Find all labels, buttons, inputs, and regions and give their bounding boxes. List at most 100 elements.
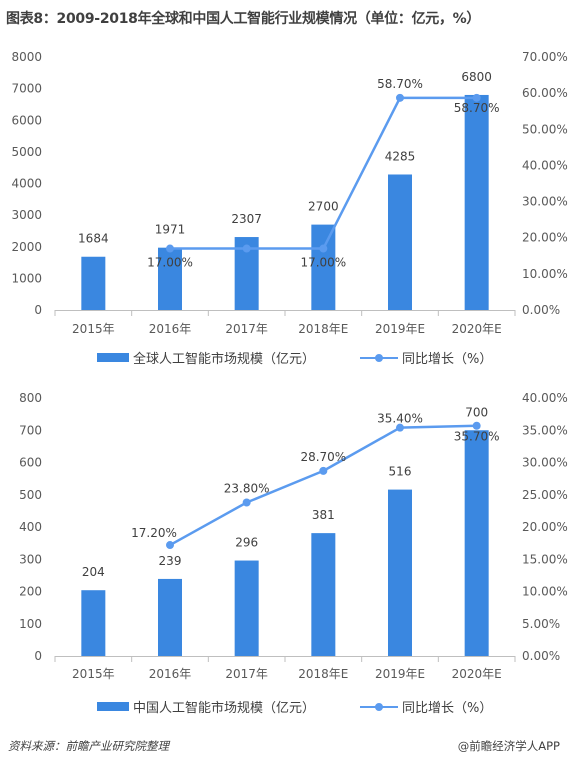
- legend-label-china-market: 中国人工智能市场规模（亿元）: [133, 701, 316, 716]
- bar-value-label: 6800: [461, 70, 492, 84]
- growth-point: [396, 423, 404, 432]
- y2-tick-label: 50.00%: [522, 122, 568, 136]
- y2-tick-label: 70.00%: [522, 50, 568, 64]
- y-tick-label: 8000: [11, 50, 42, 64]
- y-tick-label: 500: [19, 488, 42, 502]
- legend-label-global-growth: 同比增长（%）: [402, 352, 493, 367]
- bar: [158, 578, 182, 656]
- bar-value-label: 381: [312, 508, 335, 522]
- y2-tick-label: 10.00%: [522, 267, 568, 281]
- bar: [81, 590, 106, 656]
- x-tick-label: 2020年E: [452, 667, 502, 681]
- china-chart-legend: 中国人工智能市场规模（亿元） 同比增长（%）: [0, 697, 572, 717]
- growth-value-label: 17.00%: [147, 256, 193, 270]
- y-tick-label: 7000: [11, 82, 42, 96]
- bar: [464, 94, 489, 310]
- bar-value-label: 204: [82, 565, 105, 579]
- growth-line: [169, 424, 477, 547]
- y-tick-label: 300: [19, 552, 42, 566]
- y2-tick-label: 5.00%: [522, 617, 560, 631]
- bar: [81, 256, 106, 310]
- y2-tick-label: 15.00%: [522, 552, 568, 566]
- bar: [388, 489, 412, 656]
- legend-item-china-growth: 同比增长（%）: [360, 697, 492, 716]
- y2-tick-label: 10.00%: [522, 585, 568, 599]
- growth-point: [242, 244, 251, 253]
- y2-tick-label: 0.00%: [522, 649, 560, 663]
- growth-value-label: 17.20%: [131, 526, 177, 540]
- line-swatch: [360, 353, 398, 363]
- brand-label: @前瞻经济学人APP: [457, 739, 560, 753]
- y2-tick-label: 30.00%: [522, 195, 568, 209]
- y-tick-label: 800: [19, 391, 42, 405]
- bar: [158, 247, 182, 310]
- growth-value-label: 28.70%: [300, 450, 346, 464]
- y-tick-label: 3000: [11, 208, 42, 222]
- growth-point: [396, 93, 404, 102]
- growth-point: [319, 244, 328, 253]
- chart-title: 图表8：2009-2018年全球和中国人工智能行业规模情况（单位：亿元，%）: [6, 11, 481, 27]
- y2-tick-label: 60.00%: [522, 86, 568, 100]
- growth-point: [472, 421, 481, 430]
- x-tick-label: 2019年E: [375, 667, 425, 681]
- bar-value-label: 2700: [308, 200, 339, 214]
- bar-value-label: 1684: [78, 232, 109, 246]
- y-tick-label: 4000: [11, 177, 42, 191]
- legend-item-global-growth: 同比增长（%）: [360, 348, 492, 367]
- bar: [388, 174, 412, 310]
- bar: [234, 560, 259, 656]
- y2-tick-label: 20.00%: [522, 231, 568, 245]
- legend-label-global-market: 全球人工智能市场规模（亿元）: [133, 352, 316, 367]
- bar-value-label: 1971: [155, 223, 186, 237]
- bar: [464, 430, 489, 656]
- y-tick-label: 0: [34, 303, 42, 317]
- growth-point: [472, 93, 481, 102]
- x-tick-label: 2015年: [72, 667, 115, 681]
- y-tick-label: 1000: [11, 271, 42, 285]
- y-tick-label: 6000: [11, 113, 42, 127]
- global-chart-legend: 全球人工智能市场规模（亿元） 同比增长（%）: [0, 348, 572, 368]
- bar-value-label: 700: [465, 405, 488, 419]
- x-tick-label: 2016年: [149, 322, 192, 336]
- growth-point: [319, 466, 328, 475]
- x-tick-label: 2017年: [225, 667, 268, 681]
- bar-swatch: [97, 353, 129, 362]
- x-tick-label: 2018年E: [298, 322, 348, 336]
- bar-swatch: [97, 702, 129, 711]
- y-tick-label: 0: [34, 649, 42, 663]
- growth-value-label: 35.40%: [377, 412, 423, 426]
- x-tick-label: 2015年: [72, 322, 115, 336]
- x-tick-label: 2016年: [149, 667, 192, 681]
- growth-value-label: 23.80%: [224, 481, 270, 495]
- x-tick-label: 2020年E: [452, 322, 502, 336]
- y2-tick-label: 35.00%: [522, 423, 568, 437]
- x-tick-label: 2019年E: [375, 322, 425, 336]
- bar: [311, 533, 336, 656]
- growth-point: [166, 541, 174, 550]
- x-tick-label: 2017年: [225, 322, 268, 336]
- y-tick-label: 600: [19, 456, 42, 470]
- line-swatch: [360, 702, 398, 712]
- x-tick-label: 2018年E: [298, 667, 348, 681]
- source-note: 资料来源：前瞻产业研究院整理: [8, 739, 169, 753]
- bar-value-label: 516: [389, 465, 412, 479]
- bar-value-label: 239: [159, 554, 182, 568]
- y-tick-label: 700: [19, 423, 42, 437]
- growth-point: [166, 244, 174, 253]
- legend-label-china-growth: 同比增长（%）: [402, 701, 493, 716]
- growth-value-label: 58.70%: [377, 77, 423, 91]
- y2-tick-label: 0.00%: [522, 303, 560, 317]
- y-tick-label: 200: [19, 585, 42, 599]
- bar-value-label: 2307: [231, 212, 262, 226]
- growth-value-label: 17.00%: [300, 256, 346, 270]
- china-ai-market-chart: 0 100 200 300 400 500 600 700 800 0.00% 5.00% 10.00…: [19, 391, 568, 681]
- y-tick-label: 100: [19, 617, 42, 631]
- global-ai-market-chart: 0 1000 2000 3000 4000 5000 6000 7000 8000 0.00% 10…: [11, 50, 568, 336]
- y2-tick-label: 40.00%: [522, 158, 568, 172]
- legend-item-china-market: 中国人工智能市场规模（亿元）: [97, 697, 315, 716]
- growth-value-label: 58.70%: [454, 101, 500, 115]
- bar-value-label: 4285: [385, 149, 416, 163]
- bar-value-label: 296: [235, 536, 258, 550]
- y2-tick-label: 30.00%: [522, 456, 568, 470]
- y-tick-label: 2000: [11, 240, 42, 254]
